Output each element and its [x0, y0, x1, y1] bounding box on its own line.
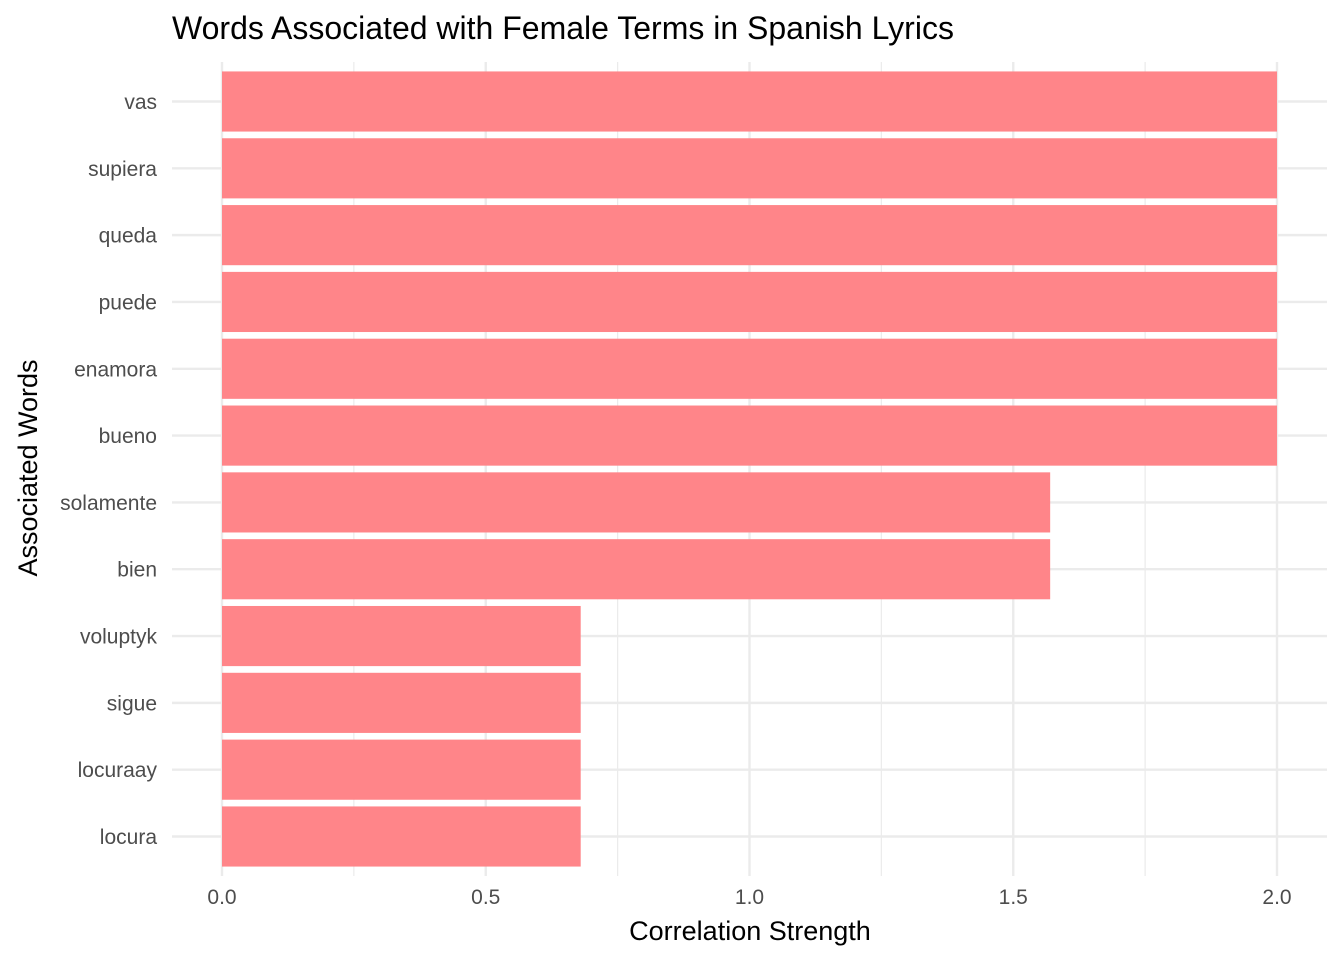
y-tick-label: queda	[99, 225, 158, 248]
x-tick-label: 1.5	[999, 886, 1028, 909]
bar-puede	[222, 271, 1277, 333]
y-tick-label: solamente	[60, 492, 157, 515]
y-tick-label: vas	[124, 91, 157, 114]
bar-solamente	[222, 472, 1051, 533]
y-tick-label: locuraay	[78, 759, 158, 782]
y-tick-label: sigue	[107, 692, 157, 715]
bar-sigue	[222, 672, 581, 733]
y-tick-label: bien	[117, 559, 157, 582]
bars	[222, 71, 1277, 867]
y-tick-label: bueno	[99, 425, 157, 448]
x-tick-label: 0.5	[471, 886, 500, 909]
bar-supiera	[222, 138, 1277, 199]
x-tick-label: 2.0	[1262, 886, 1291, 909]
chart-title: Words Associated with Female Terms in Sp…	[172, 10, 954, 46]
bar-bien	[222, 539, 1051, 600]
bar-queda	[222, 205, 1277, 266]
y-tick-labels: vas supiera queda puede enamora bueno solament…	[60, 91, 157, 849]
y-tick-label: supiera	[88, 158, 157, 181]
bar-voluptyk	[222, 605, 581, 667]
y-tick-label: locura	[100, 826, 158, 849]
x-tick-labels: 0.0 0.5 1.0 1.5 2.0	[207, 886, 1291, 909]
x-axis-title: Correlation Strength	[629, 916, 871, 946]
y-tick-label: enamora	[74, 358, 157, 381]
x-tick-label: 1.0	[735, 886, 764, 909]
bar-locura	[222, 806, 581, 867]
bar-enamora	[222, 338, 1277, 399]
bar-locuraay	[222, 739, 581, 800]
y-tick-label: puede	[99, 291, 157, 314]
x-tick-label: 0.0	[207, 886, 236, 909]
y-axis-title: Associated Words	[13, 359, 43, 576]
y-tick-label: voluptyk	[80, 626, 158, 649]
bar-vas	[222, 71, 1277, 132]
bar-bueno	[222, 405, 1277, 466]
